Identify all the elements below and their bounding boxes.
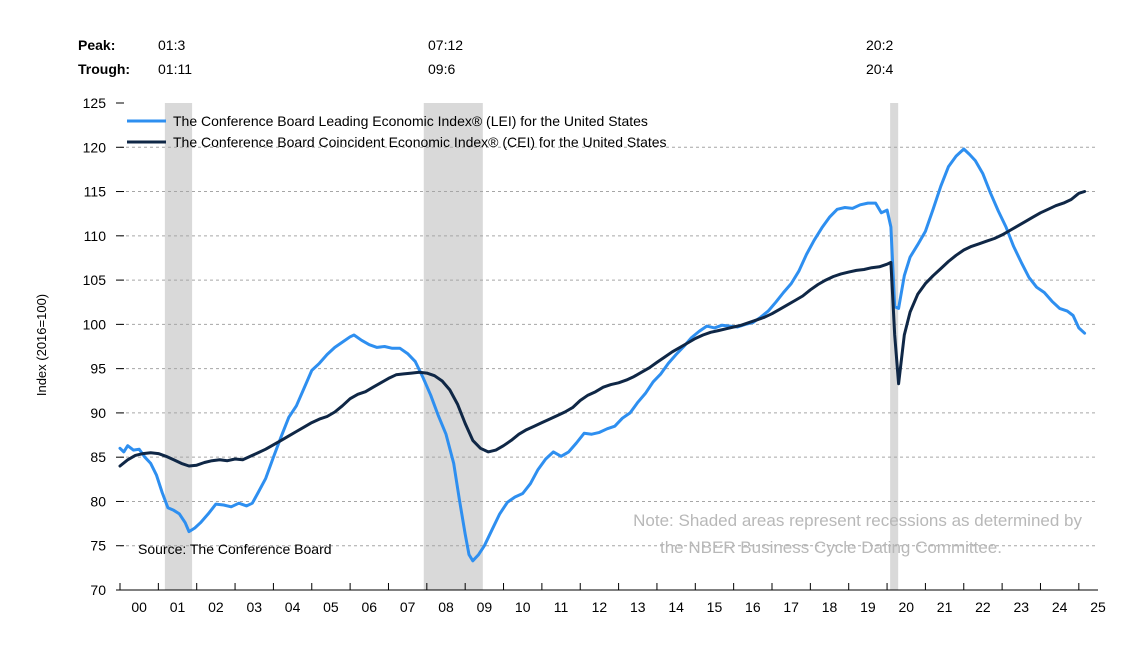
x-tick-label-00: 00 — [131, 599, 147, 615]
y-tick-label-120: 120 — [83, 139, 107, 155]
recession-band-2 — [423, 103, 483, 590]
x-tick-label-19: 19 — [860, 599, 876, 615]
axes: 70 75 80 85 90 95 100 105 110 115 120 125 00 01 02 03 04… — [83, 95, 1106, 615]
x-tick-label-25: 25 — [1090, 599, 1106, 615]
x-tick-label-13: 13 — [630, 599, 646, 615]
y-tick-label-80: 80 — [90, 493, 106, 509]
gridlines — [120, 146, 1098, 547]
x-tick-label-06: 06 — [362, 599, 378, 615]
x-tick-label-15: 15 — [707, 599, 723, 615]
x-tick-label-14: 14 — [668, 599, 684, 615]
x-tick-label-21: 21 — [937, 599, 953, 615]
legend: The Conference Board Leading Economic In… — [127, 113, 667, 150]
x-tick-label-07: 07 — [400, 599, 416, 615]
x-tick-label-05: 05 — [323, 599, 339, 615]
x-tick-label-08: 08 — [438, 599, 454, 615]
x-tick-label-24: 24 — [1052, 599, 1068, 615]
source-text: Source: The Conference Board — [138, 541, 332, 557]
legend-label-1: The Conference Board Leading Economic In… — [173, 113, 648, 129]
note-line-1: Note: Shaded areas represent recessions … — [633, 511, 1082, 530]
x-tick-label-02: 02 — [208, 599, 224, 615]
x-tick-label-20: 20 — [898, 599, 914, 615]
x-tick-label-01: 01 — [170, 599, 186, 615]
recession-band-1 — [164, 103, 193, 590]
trough-date-3: 20:4 — [866, 61, 893, 77]
x-tick-label-17: 17 — [783, 599, 799, 615]
y-tick-label-115: 115 — [84, 184, 107, 200]
x-tick-label-18: 18 — [822, 599, 838, 615]
y-tick-label-100: 100 — [83, 316, 107, 332]
peak-date-1: 01:3 — [158, 37, 185, 53]
series-lines — [118, 147, 1087, 563]
x-tick-label-23: 23 — [1014, 599, 1030, 615]
cei-line — [118, 190, 1087, 468]
trough-label: Trough: — [78, 61, 130, 77]
y-tick-label-70: 70 — [90, 582, 106, 598]
y-tick-label-85: 85 — [90, 449, 106, 465]
x-tick-label-10: 10 — [515, 599, 531, 615]
x-tick-label-09: 09 — [477, 599, 493, 615]
x-tick-label-04: 04 — [285, 599, 301, 615]
y-tick-label-125: 125 — [83, 95, 107, 111]
y-tick-label-75: 75 — [90, 538, 106, 554]
lei-line — [118, 147, 1087, 563]
trough-date-2: 09:6 — [428, 61, 455, 77]
y-axis-label: Index (2016=100) — [34, 294, 49, 396]
y-tick-label-105: 105 — [83, 272, 107, 288]
x-tick-label-03: 03 — [246, 599, 262, 615]
peak-date-3: 20:2 — [866, 37, 893, 53]
peak-date-2: 07:12 — [428, 37, 463, 53]
x-tick-label-22: 22 — [975, 599, 991, 615]
recession-dates-header: Peak: Trough: 01:3 01:11 07:12 09:6 20:2 20:4 — [78, 37, 893, 77]
note-line-2: the NBER Business Cycle Dating Committee… — [660, 538, 1002, 557]
peak-label: Peak: — [78, 37, 115, 53]
y-tick-label-110: 110 — [84, 228, 107, 244]
x-tick-label-16: 16 — [745, 599, 761, 615]
legend-label-2: The Conference Board Coincident Economic… — [173, 134, 667, 150]
y-tick-label-95: 95 — [90, 361, 106, 377]
x-tick-label-11: 11 — [554, 599, 569, 615]
y-tick-label-90: 90 — [90, 405, 106, 421]
x-tick-label-12: 12 — [592, 599, 608, 615]
trough-date-1: 01:11 — [158, 61, 192, 77]
